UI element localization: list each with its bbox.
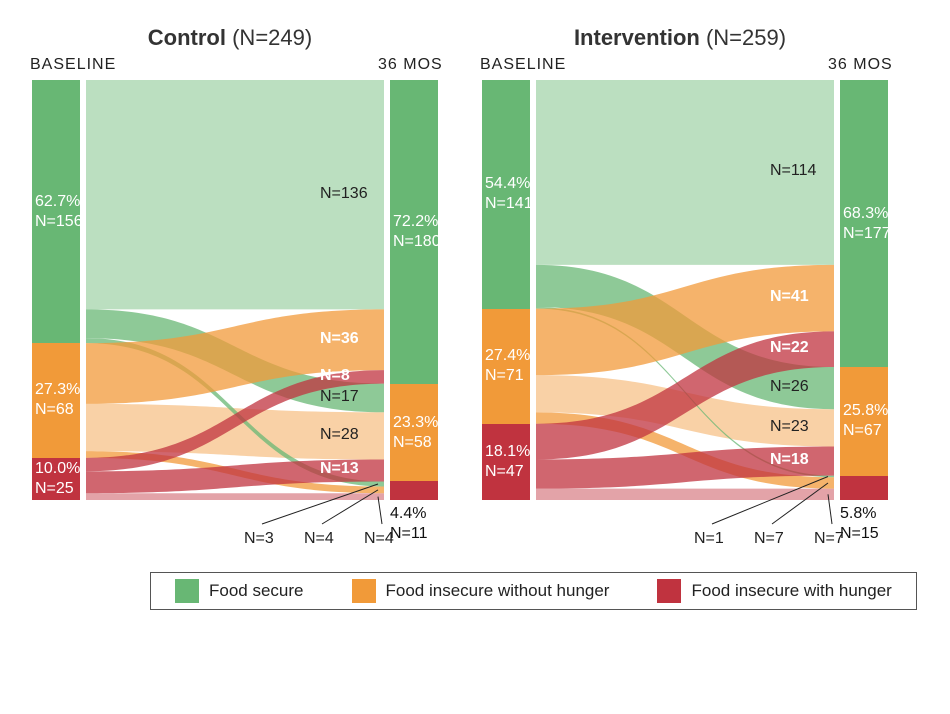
flow-label: N=13: [320, 460, 359, 478]
baseline-segment-label-insecure_hunger: 10.0% N=25: [35, 459, 80, 499]
flow-label: N=136: [320, 185, 368, 203]
panel-title-n: (N=249): [232, 25, 312, 50]
flow-label: N=22: [770, 339, 809, 357]
baseline-bar: 62.7% N=156 27.3% N=68 10.0% N=25: [32, 80, 80, 500]
baseline-segment-label-secure: 62.7% N=156: [35, 192, 83, 232]
mos-segment-label-insecure_no_hunger: 25.8% N=67: [843, 401, 888, 441]
panel-title-n: (N=259): [706, 25, 786, 50]
mos-segment-insecure_hunger: [840, 476, 888, 500]
legend-item: Food insecure with hunger: [657, 579, 891, 603]
mos-segment-label-secure: 68.3% N=177: [843, 204, 891, 244]
mos-label: 36 MOS: [828, 56, 893, 74]
legend-item: Food secure: [175, 579, 304, 603]
mos-segment-label-secure: 72.2% N=180: [393, 212, 441, 252]
panel-title: Intervention (N=259): [560, 25, 800, 51]
legend-label: Food insecure without hunger: [386, 581, 610, 601]
panel-title-bold: Control: [148, 25, 226, 50]
flow-label-pointer: N=4: [304, 530, 334, 548]
mos-bar: 72.2% N=18023.3% N=584.4% N=11: [390, 80, 438, 500]
panel-title: Control (N=249): [110, 25, 350, 51]
baseline-segment-label-insecure_hunger: 18.1% N=47: [485, 442, 530, 482]
baseline-label: BASELINE: [30, 56, 116, 74]
legend-swatch: [352, 579, 376, 603]
flow-insecure_hunger-to-insecure_hunger: [86, 493, 384, 500]
baseline-segment-label-insecure_no_hunger: 27.3% N=68: [35, 380, 80, 420]
mos-segment-label-insecure_no_hunger: 23.3% N=58: [393, 413, 438, 453]
flow-insecure_hunger-to-insecure_hunger: [536, 489, 834, 500]
flow-label: N=17: [320, 388, 359, 406]
sankey-figure: Control (N=249) BASELINE 36 MOS 62.7% N=156…: [0, 0, 950, 714]
mos-bar: 68.3% N=17725.8% N=675.8% N=15: [840, 80, 888, 500]
flow-label: N=26: [770, 378, 809, 396]
pointer-line: [378, 497, 382, 524]
baseline-segment-label-secure: 54.4% N=141: [485, 174, 533, 214]
flow-label-pointer: N=3: [244, 530, 274, 548]
mos-segment-insecure_hunger: [390, 481, 438, 500]
flow-label: N=18: [770, 451, 809, 469]
baseline-bar: 54.4% N=141 27.4% N=71 18.1% N=47: [482, 80, 530, 500]
baseline-segment-label-insecure_no_hunger: 27.4% N=71: [485, 346, 530, 386]
flow-label: N=114: [770, 162, 816, 180]
flow-label: N=36: [320, 330, 359, 348]
baseline-label: BASELINE: [480, 56, 566, 74]
flow-label: N=8: [320, 367, 350, 385]
flow-label: N=28: [320, 426, 359, 444]
legend: Food secure Food insecure without hunger F…: [150, 572, 917, 610]
flow-label-pointer: N=7: [754, 530, 784, 548]
flow-label-pointer: N=7: [814, 530, 844, 548]
panel-title-bold: Intervention: [574, 25, 700, 50]
flow-label-pointer: N=4: [364, 530, 394, 548]
flow-label: N=23: [770, 418, 809, 436]
legend-label: Food insecure with hunger: [691, 581, 891, 601]
legend-swatch: [175, 579, 199, 603]
legend-swatch: [657, 579, 681, 603]
legend-item: Food insecure without hunger: [352, 579, 610, 603]
mos-segment-label-insecure_hunger: 4.4% N=11: [390, 504, 428, 544]
legend-label: Food secure: [209, 581, 304, 601]
flow-label-pointer: N=1: [694, 530, 724, 548]
flow-label: N=41: [770, 288, 809, 306]
mos-segment-label-insecure_hunger: 5.8% N=15: [840, 504, 879, 544]
mos-label: 36 MOS: [378, 56, 443, 74]
